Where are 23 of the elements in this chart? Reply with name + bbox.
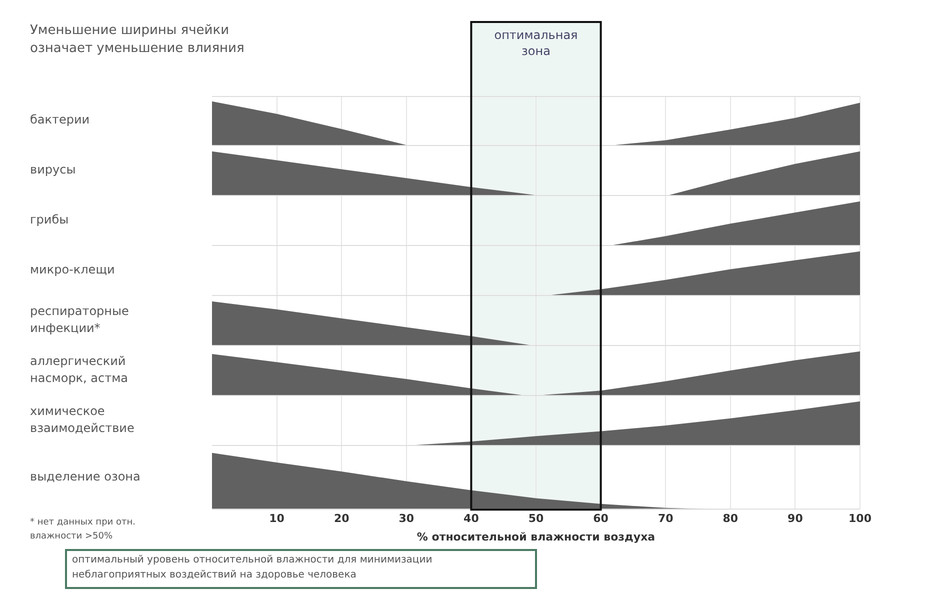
x-tick-label: 100 [848, 512, 872, 526]
y-axis-title: аллергический насморк, астма [30, 354, 128, 386]
band-label: оптимальная зона [494, 28, 578, 58]
text: * нет данных при отн. влажности >50% [30, 517, 136, 542]
x-tick-label: 30 [398, 512, 414, 526]
x-tick-label: 50 [528, 512, 544, 526]
y-axis-title: выделение озона [30, 469, 140, 484]
y-axis-title: бактерии [30, 112, 90, 127]
y-axis-title: вирусы [30, 162, 76, 177]
x-tick-label: 90 [788, 512, 804, 526]
y-axis-title: химическое взаимодействие [30, 404, 134, 436]
text: оптимальный уровень относительной влажности для минимизации неблагоприятных воздействий на здоровье человека [72, 554, 432, 581]
y-axis-title: респираторные инфекции* [30, 304, 129, 336]
x-tick-label: 80 [722, 512, 738, 526]
x-tick-label: 40 [464, 512, 480, 526]
x-tick-label: 60 [593, 512, 609, 526]
y-axis-title: грибы [30, 212, 69, 227]
x-tick-label: 10 [269, 512, 285, 526]
x-tick-label: 70 [658, 512, 674, 526]
x-axis-title: % относительной влажности воздуха [416, 530, 656, 544]
chart-title: Уменьшение ширины ячейки означает уменьшение влияния [30, 22, 244, 56]
x-tick-label: 20 [334, 512, 350, 526]
y-axis-title: микро-клещи [30, 262, 115, 277]
